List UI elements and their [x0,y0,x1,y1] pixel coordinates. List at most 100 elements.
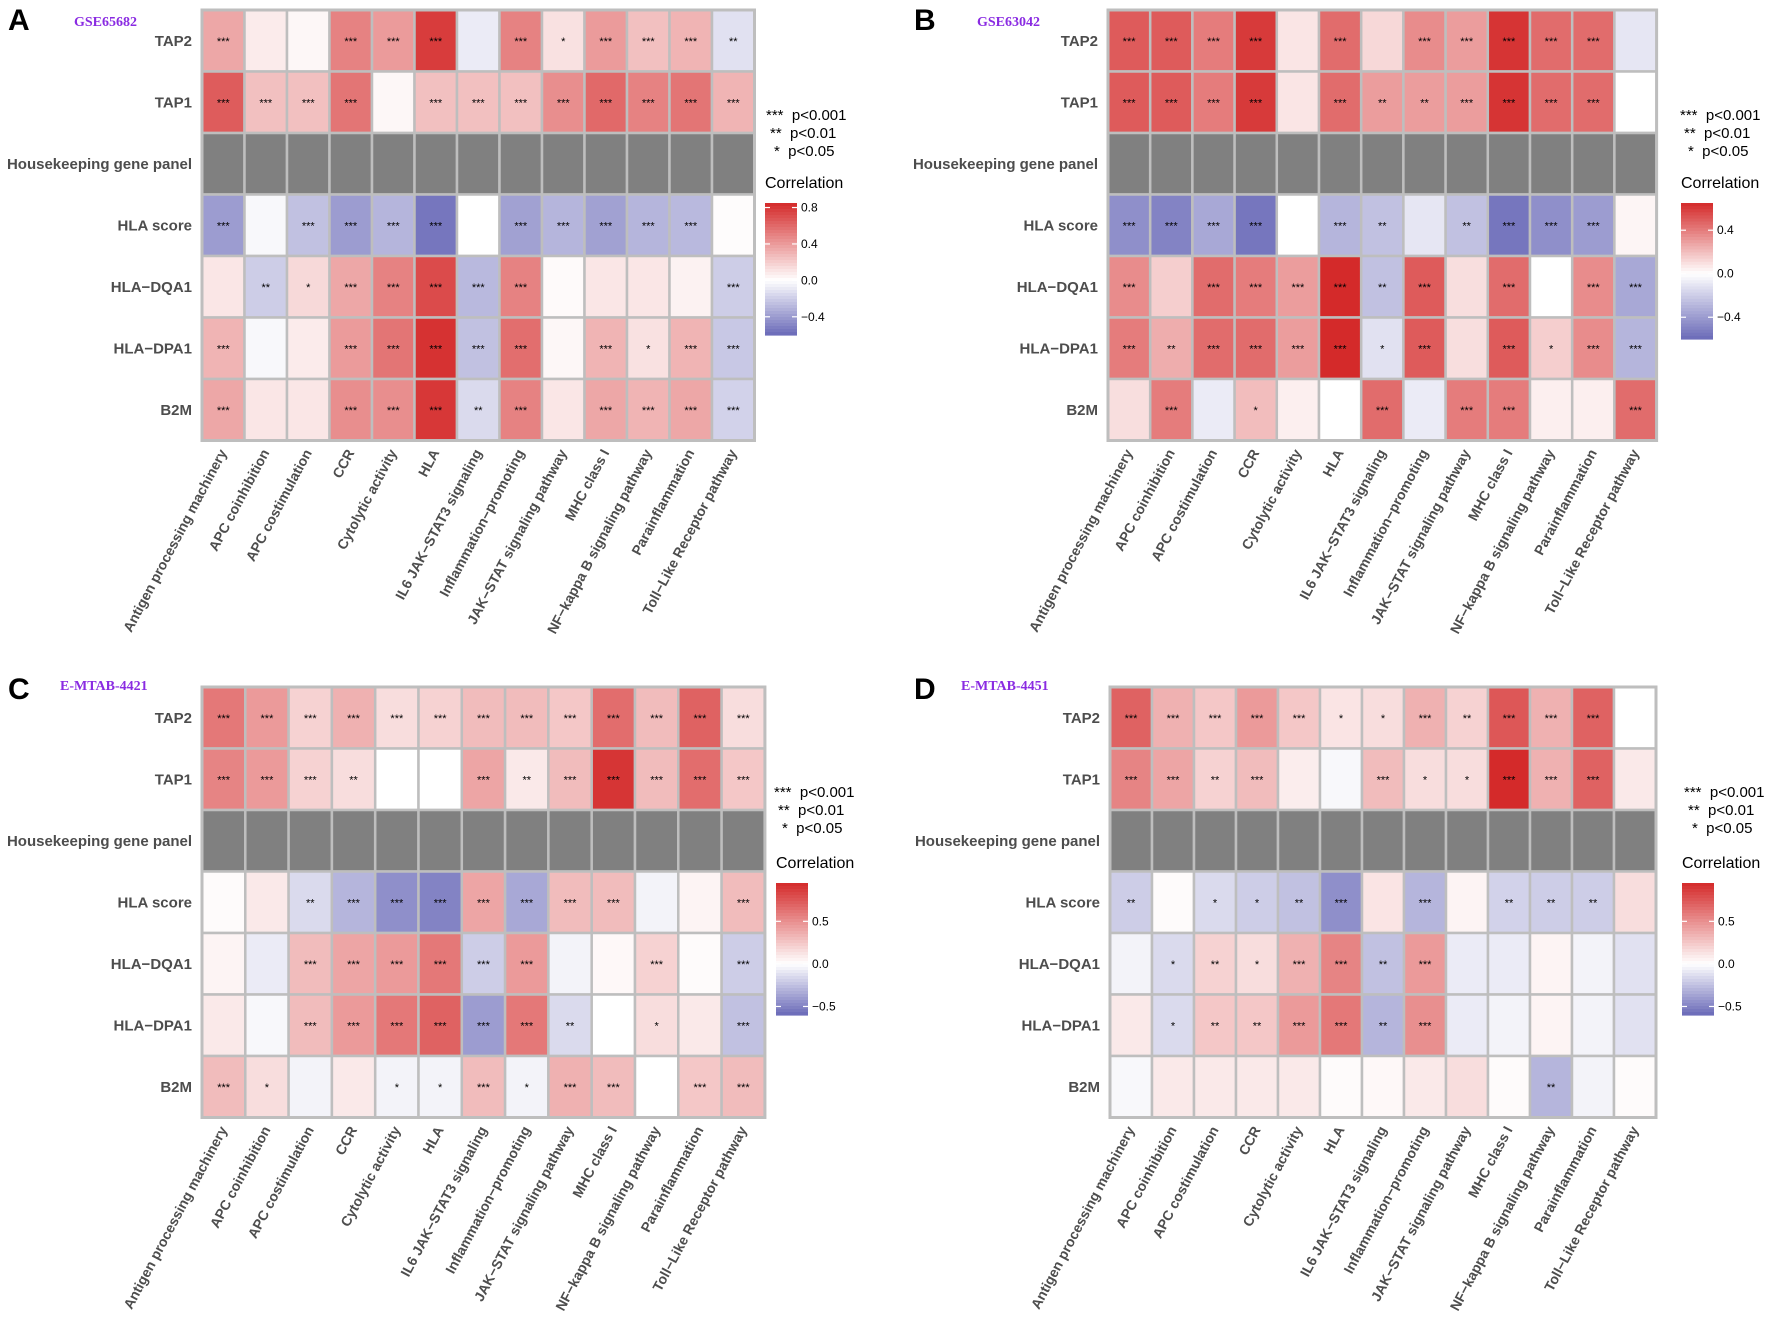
significance-star: * [655,1020,660,1032]
legend-gradient-step [1682,889,1714,893]
heatmap-cell [1444,685,1490,750]
row-label-hla-score: HLA score [1026,894,1100,911]
significance-star: *** [514,97,528,109]
dataset-label-d: E-MTAB-4451 [961,679,1049,694]
legend-gradient-step [1682,931,1714,935]
column-label-hla: HLA [415,446,443,479]
significance-star: ** [1547,897,1556,909]
heatmap-cell [1275,377,1321,442]
heatmap-cell [1402,1054,1448,1119]
legend-gradient-step [776,922,808,926]
legend-gradient-step [1682,973,1714,977]
significance-star: *** [514,36,528,48]
heatmap-cell [285,377,331,442]
significance-star: *** [1587,220,1601,232]
significance-star: *** [1249,282,1263,294]
legend-gradient-step [765,275,797,279]
heatmap-cell [503,1054,550,1119]
significance-star: *** [1419,1020,1433,1032]
heatmap-cell [503,931,550,996]
significance-star: *** [344,282,358,294]
significance-star: * [1423,774,1428,786]
significance-star: *** [599,405,613,417]
legend-gradient-step [765,242,797,246]
row-label-hla-score: HLA score [118,894,192,911]
heatmap-cell [590,747,637,812]
significance-star: *** [434,897,448,909]
row-labels-d: TAP2 TAP1 Housekeeping gene panel HLA score… [915,710,1100,1096]
heatmap-cell [1233,377,1279,442]
legend-gradient-step [1682,994,1714,998]
significance-star: *** [599,220,613,232]
legend-gradient-step [776,1012,808,1016]
significance-star: *** [557,97,571,109]
legend-gradient-step [1681,264,1713,269]
legend-gradient-step [1682,961,1714,965]
heatmap-cell [1150,747,1196,812]
significance-star: *** [347,1020,361,1032]
sig-legend-p01: ** p<0.01 [1688,802,1754,819]
significance-star: *** [1293,713,1307,725]
column-label-il6-jak-stat3-signaling: IL6 JAK−STAT3 signaling [397,1123,490,1279]
heatmap-cell [330,1054,377,1119]
significance-star: *** [472,282,486,294]
significance-star: *** [1123,343,1137,355]
legend-gradient-step [765,251,797,255]
heatmap-cell [625,131,671,196]
significance-star: *** [1418,282,1432,294]
significance-star: *** [514,405,528,417]
heatmap-cell [590,808,637,873]
heatmap-cell [1148,131,1194,196]
significance-star: *** [737,959,751,971]
significance-legend-d: *** p<0.001 ** p<0.01 * p<0.05 [1684,784,1765,837]
significance-star: *** [1460,36,1474,48]
significance-star: *** [1460,97,1474,109]
significance-star: *** [434,713,448,725]
legend-gradient-step [776,895,808,899]
heatmap-cell [1275,193,1321,258]
legend-gradient-step [776,892,808,896]
legend-gradient-step [1682,901,1714,905]
significance-star: *** [1503,713,1517,725]
legend-gradient-step [776,988,808,992]
heatmap-cell [244,870,290,935]
legend-gradient-step [776,1000,808,1004]
significance-star: *** [1125,713,1139,725]
heatmap-cell [1318,1054,1364,1119]
heatmap-cell [1444,254,1490,319]
legend-gradient-step [1682,982,1714,986]
color-legend-b: Correlation 0.4 0.0 −0.4 [1681,175,1759,340]
significance-star: ** [1463,713,1472,725]
significance-star: *** [1502,97,1516,109]
significance-star: *** [1123,36,1137,48]
significance-star: *** [727,97,741,109]
heatmap-cell [1360,1054,1406,1119]
heatmap-cell [1486,808,1532,873]
legend-gradient-step [1681,292,1713,297]
heatmap-cell [285,316,331,381]
sig-legend-p01: ** p<0.01 [770,125,836,142]
heatmap-cell [200,931,247,996]
legend-gradient-step [1682,904,1714,908]
significance-star: *** [429,36,443,48]
legend-gradient-step [765,272,797,276]
heatmap-cell [1108,870,1154,935]
heatmap-cell [1402,193,1447,258]
column-label-ccr: CCR [1234,446,1262,480]
significance-star: *** [1249,343,1263,355]
heatmap-cell [547,747,593,812]
significance-star: * [561,36,566,48]
legend-gradient-step [1681,206,1713,210]
legend-title: Correlation [1681,175,1759,192]
heatmap-cell [1108,808,1154,873]
heatmap-cell [1444,1054,1490,1119]
heatmap-cell [455,377,501,442]
significance-star: *** [261,713,275,725]
heatmap-cell [1570,316,1616,381]
heatmap-cell [1444,316,1490,381]
heatmap-cell [460,993,507,1058]
significance-star: *** [1460,405,1474,417]
significance-star: *** [217,36,231,48]
